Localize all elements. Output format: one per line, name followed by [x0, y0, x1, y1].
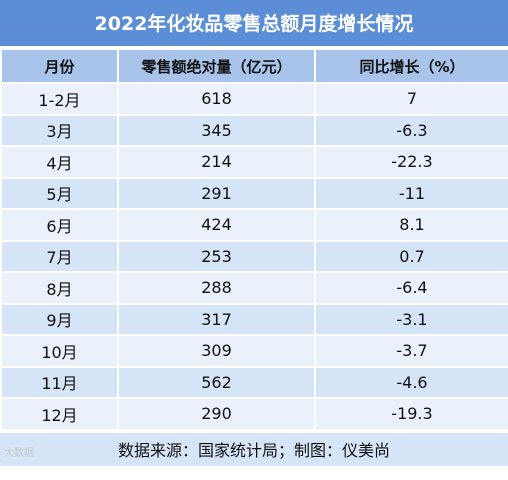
cell-month: 4月 — [0, 145, 119, 179]
cell-yoy: -4.6 — [314, 365, 508, 399]
cell-month: 5月 — [0, 176, 119, 210]
cell-yoy: -19.3 — [314, 397, 508, 431]
cell-yoy: -6.3 — [314, 113, 508, 147]
source-footer: 数据来源：国家统计局；制图：仪美尚 大数据 — [0, 430, 508, 466]
cell-month: 8月 — [0, 271, 119, 305]
table-row: 11月 562 -4.6 — [0, 365, 508, 399]
cell-month: 3月 — [0, 113, 119, 147]
table-row: 6月 424 8.1 — [0, 208, 508, 242]
table-row: 10月 309 -3.7 — [0, 334, 508, 368]
cell-yoy: -6.4 — [314, 271, 508, 305]
cell-yoy: -22.3 — [314, 145, 508, 179]
header-month: 月份 — [0, 48, 119, 84]
cell-sales: 291 — [117, 176, 316, 210]
cell-sales: 288 — [117, 271, 316, 305]
cell-yoy: 8.1 — [314, 208, 508, 242]
cell-sales: 618 — [117, 82, 316, 116]
cell-month: 7月 — [0, 239, 119, 273]
cell-month: 6月 — [0, 208, 119, 242]
cell-sales: 309 — [117, 334, 316, 368]
table-row: 12月 290 -19.3 — [0, 397, 508, 431]
cell-month: 10月 — [0, 334, 119, 368]
cell-sales: 345 — [117, 113, 316, 147]
cell-month: 11月 — [0, 365, 119, 399]
sales-table: 月份 零售额绝对量（亿元） 同比增长（%） 1-2月 618 7 3月 345 … — [0, 48, 508, 431]
table-row: 9月 317 -3.1 — [0, 302, 508, 336]
cell-sales: 424 — [117, 208, 316, 242]
table-row: 7月 253 0.7 — [0, 239, 508, 273]
cell-sales: 253 — [117, 239, 316, 273]
cell-yoy: 0.7 — [314, 239, 508, 273]
header-sales: 零售额绝对量（亿元） — [117, 48, 316, 84]
table-row: 5月 291 -11 — [0, 176, 508, 210]
header-row: 月份 零售额绝对量（亿元） 同比增长（%） — [0, 48, 508, 84]
cell-month: 12月 — [0, 397, 119, 431]
table-row: 3月 345 -6.3 — [0, 113, 508, 147]
cell-sales: 290 — [117, 397, 316, 431]
cell-month: 1-2月 — [0, 82, 119, 116]
cell-month: 9月 — [0, 302, 119, 336]
cell-yoy: -11 — [314, 176, 508, 210]
cell-yoy: -3.7 — [314, 334, 508, 368]
cell-sales: 317 — [117, 302, 316, 336]
cell-sales: 214 — [117, 145, 316, 179]
table-title: 2022年化妆品零售总额月度增长情况 — [0, 0, 508, 48]
header-yoy: 同比增长（%） — [314, 48, 508, 84]
table-row: 8月 288 -6.4 — [0, 271, 508, 305]
table-row: 4月 214 -22.3 — [0, 145, 508, 179]
cell-yoy: -3.1 — [314, 302, 508, 336]
cell-sales: 562 — [117, 365, 316, 399]
source-text: 数据来源：国家统计局；制图：仪美尚 — [117, 440, 390, 460]
watermark: 大数据 — [4, 447, 34, 459]
table-row: 1-2月 618 7 — [0, 82, 508, 116]
cell-yoy: 7 — [314, 82, 508, 116]
